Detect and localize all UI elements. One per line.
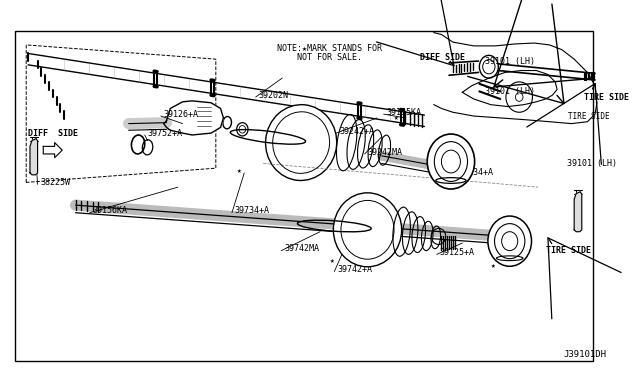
Text: TIRE SIDE: TIRE SIDE bbox=[568, 112, 610, 121]
Text: 39734+A: 39734+A bbox=[235, 206, 270, 215]
Ellipse shape bbox=[237, 123, 248, 136]
Text: J39101DH: J39101DH bbox=[563, 350, 607, 359]
Text: 39742MA: 39742MA bbox=[284, 244, 319, 253]
Text: TIRE SIDE: TIRE SIDE bbox=[584, 93, 628, 102]
Text: ★: ★ bbox=[330, 256, 334, 264]
Polygon shape bbox=[44, 142, 62, 158]
Polygon shape bbox=[574, 192, 582, 232]
Text: 39156KA: 39156KA bbox=[93, 206, 127, 215]
Text: 39155KA: 39155KA bbox=[387, 108, 422, 117]
Text: DIFF  SIDE: DIFF SIDE bbox=[28, 129, 78, 138]
Ellipse shape bbox=[428, 134, 475, 189]
Text: 39742+A: 39742+A bbox=[337, 265, 372, 274]
Text: ★: ★ bbox=[491, 261, 495, 270]
Ellipse shape bbox=[333, 193, 402, 267]
Text: 38225W: 38225W bbox=[40, 178, 70, 187]
Text: NOT FOR SALE.: NOT FOR SALE. bbox=[277, 52, 362, 61]
Text: 39126+A: 39126+A bbox=[164, 110, 198, 119]
Text: 39752+A: 39752+A bbox=[148, 129, 182, 138]
Ellipse shape bbox=[266, 105, 337, 180]
Polygon shape bbox=[30, 139, 38, 175]
Text: ★: ★ bbox=[237, 166, 241, 174]
Text: TIRE SIDE: TIRE SIDE bbox=[546, 246, 591, 255]
Text: 39202N: 39202N bbox=[259, 91, 289, 100]
Text: 39242+A: 39242+A bbox=[339, 127, 374, 136]
Text: DIFF SIDE: DIFF SIDE bbox=[420, 53, 465, 62]
Ellipse shape bbox=[488, 216, 531, 266]
Text: 39242MA: 39242MA bbox=[367, 148, 403, 157]
Polygon shape bbox=[164, 101, 223, 135]
Text: 39101 (LH): 39101 (LH) bbox=[485, 57, 535, 65]
Text: 39234+A: 39234+A bbox=[458, 169, 493, 177]
Text: 39101 (LH): 39101 (LH) bbox=[485, 87, 535, 96]
Text: ★: ★ bbox=[394, 113, 399, 122]
Text: NOTE:★MARK STANDS FOR: NOTE:★MARK STANDS FOR bbox=[277, 44, 383, 53]
Text: 39125+A: 39125+A bbox=[440, 248, 474, 257]
Text: 39101 (LH): 39101 (LH) bbox=[566, 159, 616, 168]
